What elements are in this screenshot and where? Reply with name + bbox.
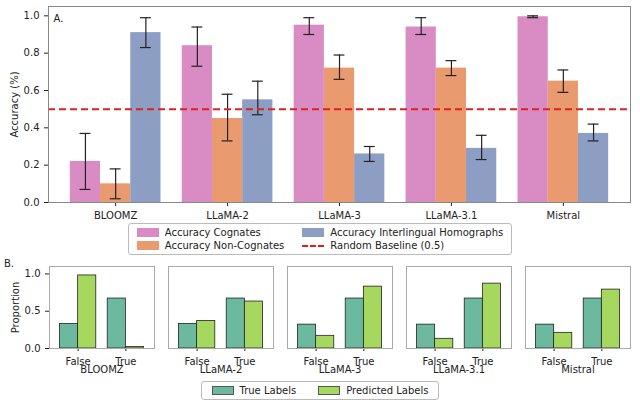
svg-text:False: False xyxy=(542,356,567,367)
svg-text:True: True xyxy=(233,356,255,367)
svg-text:0.6: 0.6 xyxy=(24,85,40,96)
svg-text:True: True xyxy=(114,356,136,367)
svg-text:True: True xyxy=(471,356,493,367)
svg-text:0.5: 0.5 xyxy=(25,305,41,316)
svg-text:0.4: 0.4 xyxy=(24,122,40,133)
html-text:Random Baseline (0.5): Random Baseline (0.5) xyxy=(330,240,445,251)
html-text:Accuracy Non-Cognates: Accuracy Non-Cognates xyxy=(164,240,285,251)
svg-text:True: True xyxy=(352,356,374,367)
svg-text:0.2: 0.2 xyxy=(24,159,40,170)
svg-text:LLaMA-3.1: LLaMA-3.1 xyxy=(425,210,477,221)
svg-text:BLOOMZ: BLOOMZ xyxy=(94,210,137,221)
svg-text:LLaMA-3: LLaMA-3 xyxy=(318,363,362,375)
svg-text:LLaMA-2: LLaMA-2 xyxy=(199,363,243,375)
svg-text:Proportion: Proportion xyxy=(10,282,21,334)
svg-text:LLaMA-3: LLaMA-3 xyxy=(318,210,361,221)
svg-text:0.0: 0.0 xyxy=(24,197,40,208)
svg-text:A.: A. xyxy=(54,13,64,24)
svg-text:False: False xyxy=(185,356,210,367)
svg-text:0.0: 0.0 xyxy=(25,343,41,354)
svg-text:Mistral: Mistral xyxy=(547,210,581,221)
svg-text:False: False xyxy=(66,356,91,367)
html-text:Accuracy Cognates: Accuracy Cognates xyxy=(164,227,261,238)
svg-text:BLOOMZ: BLOOMZ xyxy=(80,363,124,375)
svg-text:0.8: 0.8 xyxy=(24,47,40,58)
svg-text:Mistral: Mistral xyxy=(561,363,595,375)
svg-text:False: False xyxy=(304,356,329,367)
html-text:B.: B. xyxy=(4,258,14,269)
svg-text:LLaMA-2: LLaMA-2 xyxy=(206,210,249,221)
svg-text:1.0: 1.0 xyxy=(24,10,40,21)
html-text:Accuracy Interlingual Homograp: Accuracy Interlingual Homographs xyxy=(330,227,504,238)
svg-text:True: True xyxy=(590,356,612,367)
svg-text:Accuracy (%): Accuracy (%) xyxy=(9,71,20,137)
svg-text:1.0: 1.0 xyxy=(25,268,41,279)
html-text:Predicted Labels: Predicted Labels xyxy=(346,385,429,396)
svg-text:LLaMA-3.1: LLaMA-3.1 xyxy=(433,363,485,375)
html-text:True Labels: True Labels xyxy=(239,385,297,396)
svg-text:False: False xyxy=(423,356,448,367)
